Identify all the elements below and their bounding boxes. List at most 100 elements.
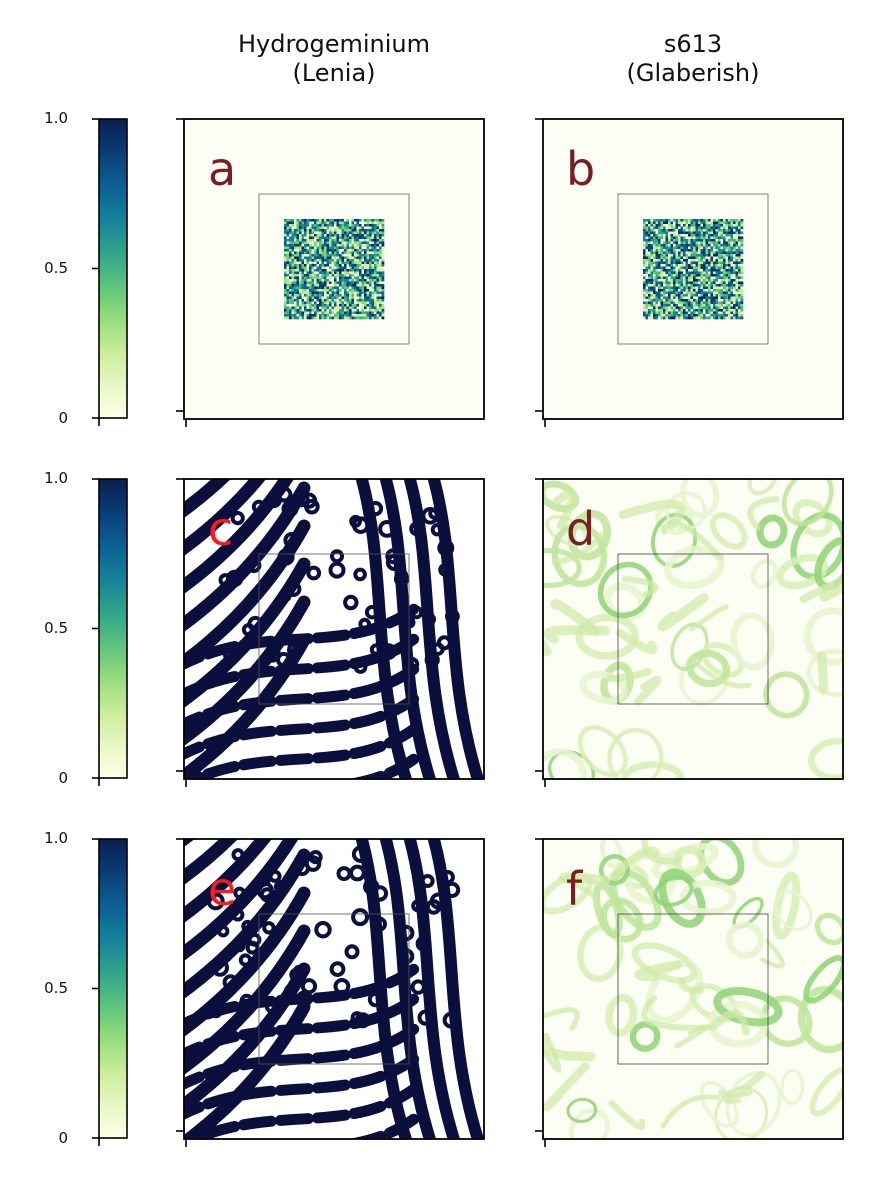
noise-cell	[361, 254, 365, 257]
noise-cell	[718, 311, 721, 315]
noise-cell	[314, 231, 317, 235]
noise-cell	[341, 226, 345, 230]
colorbar	[98, 118, 128, 419]
noise-cell	[341, 279, 345, 282]
noise-cell	[356, 316, 360, 320]
noise-cell	[346, 261, 350, 265]
spot	[385, 548, 402, 565]
noise-cell	[319, 276, 322, 280]
noise-cell	[703, 226, 706, 230]
noise-cell	[675, 279, 679, 282]
noise-cell	[688, 314, 691, 317]
noise-cell	[291, 306, 295, 310]
glider-ring	[773, 890, 813, 932]
noise-cell	[331, 291, 335, 295]
noise-cell	[700, 291, 704, 295]
glider-ring	[709, 512, 748, 550]
noise-cell	[645, 291, 649, 295]
noise-cell	[733, 311, 736, 315]
noise-cell	[725, 266, 729, 270]
noise-cell	[703, 264, 706, 267]
noise-cell	[725, 316, 729, 320]
noise-cell	[740, 306, 744, 310]
noise-cell	[650, 284, 654, 287]
noise-cell	[294, 236, 297, 240]
noise-cell	[299, 224, 302, 227]
noise-cell	[291, 256, 295, 260]
noise-cell	[369, 294, 372, 297]
noise-cell	[369, 304, 372, 307]
noise-cell	[291, 261, 295, 265]
noise-cell	[354, 291, 357, 295]
noise-cell	[336, 299, 340, 302]
noise-cell	[650, 289, 654, 292]
noise-cell	[366, 304, 370, 307]
noise-cell	[660, 271, 664, 275]
noise-cell	[334, 254, 337, 257]
noise-cell	[294, 224, 297, 227]
noise-cell	[366, 264, 370, 267]
noise-cell	[294, 281, 297, 285]
noise-cell	[304, 316, 307, 320]
noise-cell	[708, 314, 711, 317]
noise-cell	[650, 274, 654, 277]
noise-cell	[698, 269, 701, 272]
noise-cell	[346, 264, 350, 267]
noise-cell	[364, 219, 367, 222]
noise-cell	[306, 226, 310, 230]
noise-cell	[294, 279, 297, 282]
panel-a	[184, 119, 484, 419]
noise-cell	[678, 226, 681, 230]
noise-cell	[730, 306, 734, 310]
noise-cell	[376, 296, 380, 300]
noise-cell	[718, 279, 721, 282]
noise-cell	[311, 274, 315, 277]
noise-cell	[321, 304, 325, 307]
noise-cell	[366, 271, 370, 275]
noise-cell	[334, 229, 337, 232]
noise-cell	[643, 289, 646, 292]
noise-cell	[361, 226, 365, 230]
noise-cell	[665, 284, 669, 287]
noise-cell	[698, 306, 701, 310]
noise-cell	[663, 266, 666, 270]
noise-cell	[374, 259, 377, 262]
noise-cell	[723, 291, 726, 295]
spot	[284, 984, 297, 997]
noise-cell	[718, 219, 721, 222]
noise-cell	[339, 291, 342, 295]
noise-cell	[296, 236, 300, 240]
noise-cell	[658, 259, 661, 262]
noise-cell	[324, 274, 327, 277]
noise-cell	[289, 261, 292, 265]
noise-cell	[341, 296, 345, 300]
spot	[398, 613, 413, 627]
noise-cell	[675, 286, 679, 290]
noise-cell	[371, 309, 375, 312]
noise-cell	[356, 236, 360, 240]
noise-cell	[700, 314, 704, 317]
noise-cell	[665, 264, 669, 267]
noise-cell	[645, 309, 649, 312]
noise-cell	[316, 254, 320, 257]
noise-cell	[690, 259, 694, 262]
noise-cell	[648, 241, 651, 245]
noise-cell	[703, 274, 706, 277]
noise-cell	[326, 309, 330, 312]
noise-cell	[359, 291, 362, 295]
noise-cell	[299, 276, 302, 280]
noise-cell	[670, 236, 674, 240]
noise-cell	[381, 276, 385, 280]
noise-cell	[685, 316, 689, 320]
noise-cell	[723, 311, 726, 315]
noise-cell	[304, 314, 307, 317]
noise-cell	[663, 251, 666, 255]
noise-cell	[655, 301, 659, 305]
noise-cell	[351, 276, 355, 280]
noise-cell	[668, 226, 671, 230]
noise-cell	[369, 221, 372, 225]
noise-cell	[331, 264, 335, 267]
noise-cell	[738, 296, 741, 300]
noise-cell	[693, 264, 696, 267]
noise-cell	[366, 274, 370, 277]
